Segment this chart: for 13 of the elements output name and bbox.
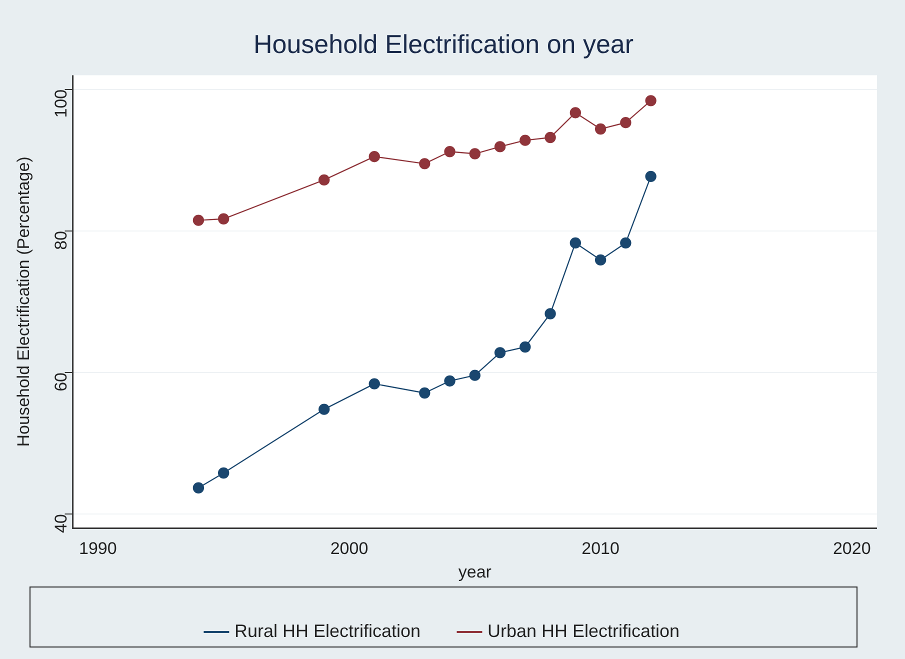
chart-title: Household Electrification on year xyxy=(253,28,634,59)
y-tick-label: 40 xyxy=(51,514,70,533)
legend-label: Urban HH Electrification xyxy=(487,620,680,641)
y-tick-label: 80 xyxy=(51,230,70,250)
x-tick-label: 2000 xyxy=(330,539,368,558)
y-axis-title: Household Electrification (Percentage) xyxy=(14,156,33,447)
y-tick-label: 100 xyxy=(51,89,70,118)
y-tick-label: 60 xyxy=(51,372,70,392)
legend-label: Rural HH Electrification xyxy=(234,620,420,641)
x-tick-label: 2020 xyxy=(832,539,871,558)
x-axis-title: year xyxy=(458,562,492,582)
x-tick-label: 1990 xyxy=(79,539,117,558)
x-tick-label: 2010 xyxy=(582,539,620,558)
